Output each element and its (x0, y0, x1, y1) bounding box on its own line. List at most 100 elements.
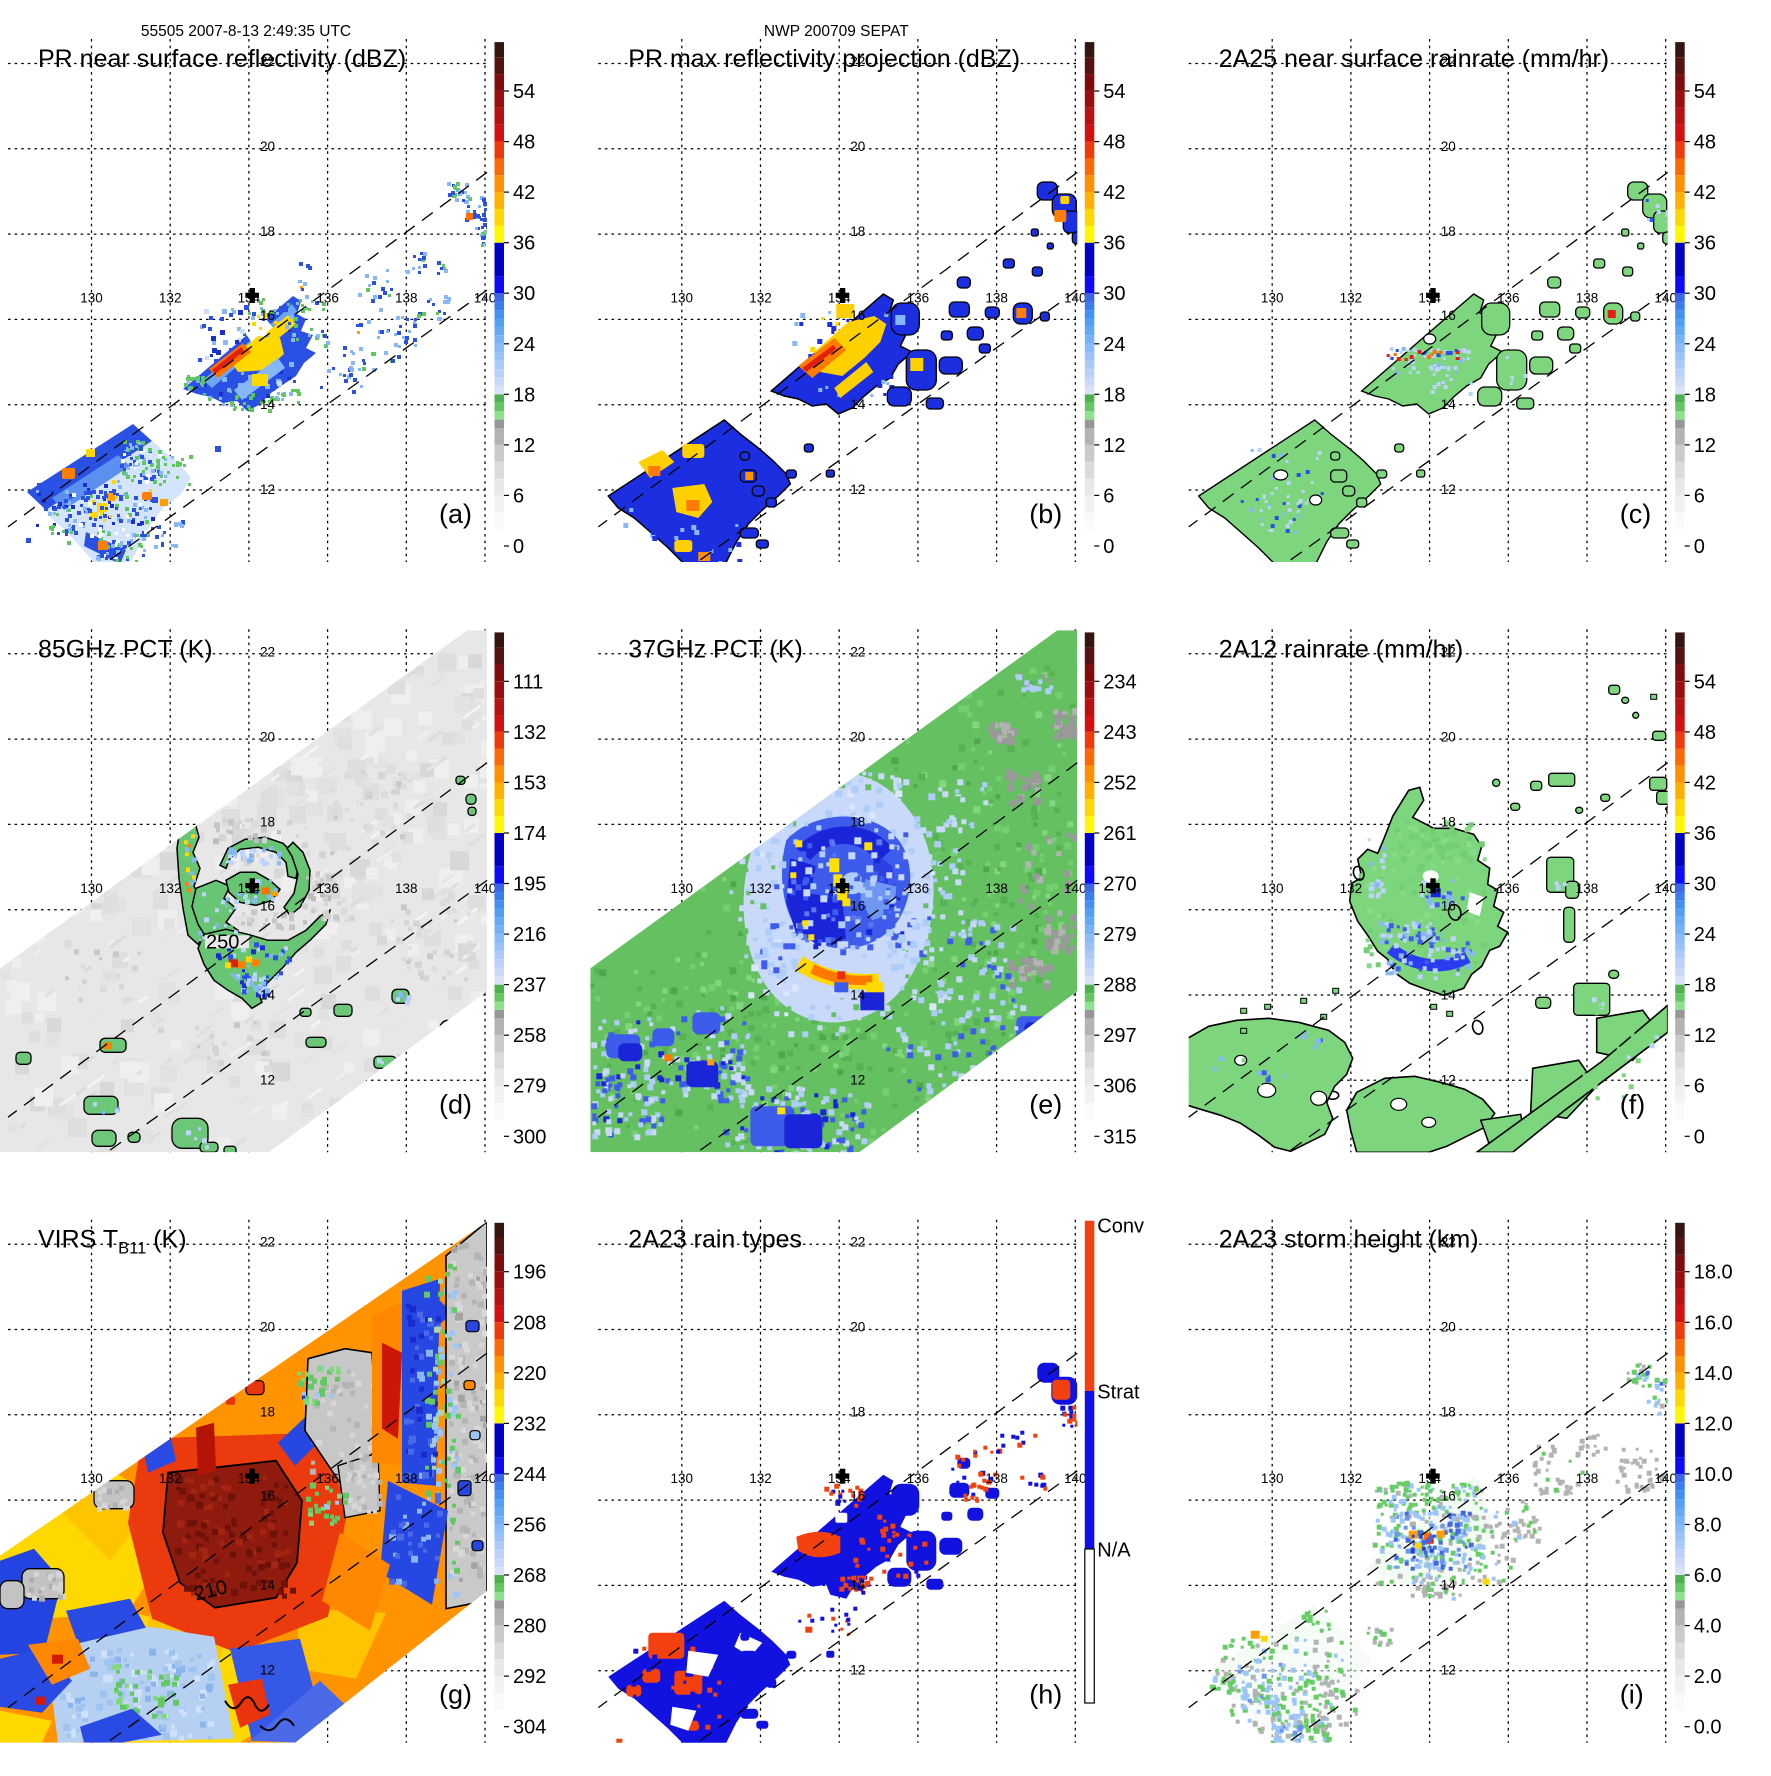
svg-text:132: 132 (749, 881, 772, 896)
svg-text:279: 279 (1103, 924, 1136, 946)
svg-text:130: 130 (80, 881, 103, 896)
svg-text:24: 24 (513, 334, 535, 356)
svg-text:136: 136 (1497, 881, 1520, 896)
svg-text:(e): (e) (1029, 1089, 1062, 1119)
svg-text:85GHz PCT (K): 85GHz PCT (K) (38, 635, 213, 663)
svg-text:153: 153 (513, 772, 546, 794)
svg-text:24: 24 (1103, 334, 1125, 356)
svg-text:14: 14 (1441, 987, 1457, 1002)
svg-text:315: 315 (1103, 1126, 1136, 1148)
svg-text:12: 12 (850, 482, 865, 497)
svg-text:14: 14 (260, 987, 276, 1002)
svg-text:6: 6 (1103, 485, 1114, 507)
svg-text:36: 36 (1694, 233, 1716, 255)
svg-text:42: 42 (1694, 772, 1716, 794)
svg-text:22: 22 (260, 644, 275, 659)
svg-text:140: 140 (474, 881, 497, 896)
svg-text:(c): (c) (1620, 499, 1651, 529)
svg-text:PR near surface reflectivity (: PR near surface reflectivity (dBZ) (38, 45, 406, 73)
svg-text:132: 132 (159, 291, 182, 306)
svg-text:261: 261 (1103, 823, 1136, 845)
svg-text:48: 48 (1694, 722, 1716, 744)
svg-text:12: 12 (260, 1072, 275, 1087)
svg-text:20: 20 (1441, 729, 1456, 744)
svg-text:54: 54 (1103, 81, 1125, 103)
svg-text:140: 140 (474, 291, 497, 306)
svg-text:36: 36 (513, 233, 535, 255)
svg-text:243: 243 (1103, 722, 1136, 744)
svg-text:6: 6 (513, 485, 524, 507)
svg-text:18: 18 (1103, 384, 1125, 406)
svg-text:130: 130 (1261, 881, 1284, 896)
svg-text:195: 195 (513, 874, 546, 896)
svg-text:(a): (a) (439, 499, 472, 529)
svg-text:140: 140 (1654, 291, 1677, 306)
svg-text:140: 140 (1064, 881, 1087, 896)
svg-text:36: 36 (1694, 823, 1716, 845)
svg-text:20: 20 (850, 139, 865, 154)
svg-text:12: 12 (1694, 435, 1716, 457)
svg-text:136: 136 (1497, 291, 1520, 306)
svg-text:NWP 200709 SEPAT: NWP 200709 SEPAT (764, 23, 909, 40)
svg-text:2A12 rainrate (mm/hr): 2A12 rainrate (mm/hr) (1219, 635, 1464, 663)
svg-text:136: 136 (316, 291, 339, 306)
svg-text:20: 20 (850, 729, 865, 744)
svg-text:18: 18 (1441, 224, 1456, 239)
svg-text:279: 279 (513, 1076, 546, 1098)
svg-text:16: 16 (260, 308, 275, 323)
svg-text:30: 30 (1694, 283, 1716, 305)
svg-text:24: 24 (1694, 924, 1716, 946)
svg-text:18: 18 (260, 814, 275, 829)
svg-text:12: 12 (1103, 435, 1125, 457)
svg-text:(d): (d) (439, 1089, 472, 1119)
svg-text:300: 300 (513, 1126, 546, 1148)
svg-text:54: 54 (1694, 671, 1716, 693)
svg-text:297: 297 (1103, 1025, 1136, 1047)
svg-text:132: 132 (159, 881, 182, 896)
svg-text:140: 140 (1064, 291, 1087, 306)
svg-text:48: 48 (1103, 132, 1125, 154)
svg-text:234: 234 (1103, 671, 1136, 693)
svg-text:138: 138 (985, 881, 1008, 896)
svg-text:14: 14 (850, 987, 866, 1002)
svg-text:42: 42 (1103, 182, 1125, 204)
svg-text:18: 18 (1694, 384, 1716, 406)
svg-text:130: 130 (671, 881, 694, 896)
svg-text:138: 138 (1576, 291, 1599, 306)
svg-text:24: 24 (1694, 334, 1716, 356)
svg-text:132: 132 (749, 291, 772, 306)
svg-text:12: 12 (1441, 482, 1456, 497)
svg-text:30: 30 (1694, 874, 1716, 896)
svg-text:136: 136 (907, 291, 930, 306)
svg-text:270: 270 (1103, 874, 1136, 896)
svg-text:12: 12 (850, 1072, 865, 1087)
svg-text:12: 12 (260, 482, 275, 497)
svg-text:6: 6 (1694, 485, 1705, 507)
svg-text:54: 54 (513, 81, 535, 103)
svg-text:14: 14 (260, 397, 276, 412)
svg-text:48: 48 (1694, 132, 1716, 154)
svg-text:PR max reflectivity projection: PR max reflectivity projection (dBZ) (628, 45, 1020, 73)
svg-text:42: 42 (513, 182, 535, 204)
svg-text:16: 16 (850, 898, 865, 913)
svg-text:12: 12 (513, 435, 535, 457)
svg-text:0: 0 (1694, 536, 1705, 558)
svg-text:130: 130 (1261, 291, 1284, 306)
svg-text:48: 48 (513, 132, 535, 154)
svg-text:54: 54 (1694, 81, 1716, 103)
svg-text:(b): (b) (1029, 499, 1062, 529)
svg-text:12: 12 (1694, 1025, 1716, 1047)
svg-text:6: 6 (1694, 1076, 1705, 1098)
svg-text:18: 18 (850, 814, 865, 829)
svg-text:18: 18 (1441, 814, 1456, 829)
svg-text:18: 18 (513, 384, 535, 406)
svg-text:(f): (f) (1620, 1089, 1645, 1119)
svg-text:237: 237 (513, 975, 546, 997)
svg-text:136: 136 (907, 881, 930, 896)
svg-text:111: 111 (513, 671, 543, 693)
svg-text:132: 132 (513, 722, 546, 744)
svg-text:0: 0 (1694, 1126, 1705, 1148)
svg-text:20: 20 (1441, 139, 1456, 154)
svg-text:174: 174 (513, 823, 546, 845)
svg-text:138: 138 (985, 291, 1008, 306)
